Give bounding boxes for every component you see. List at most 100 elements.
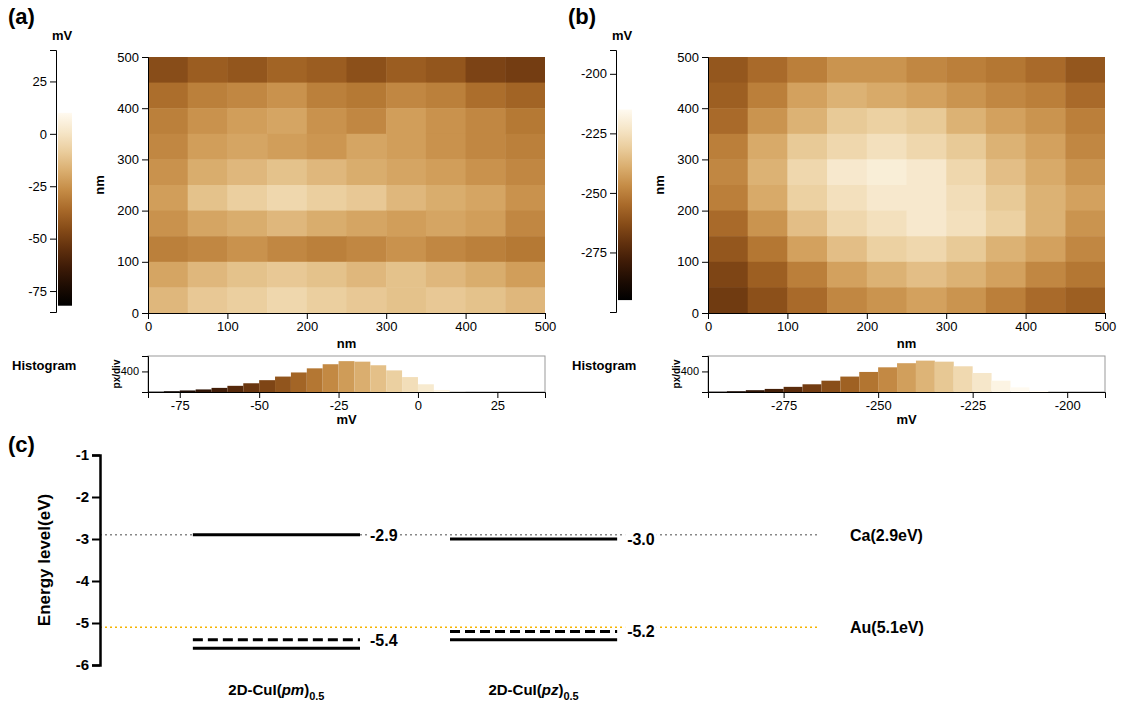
map-cell [787,287,827,313]
histogram-bar [992,381,1011,392]
axis-line [702,58,709,314]
map-cell [466,108,506,134]
map-cell [188,236,228,262]
tick: 0 [692,306,708,321]
y-axis-title: Energy level(eV) [35,494,54,626]
histogram-bar [1067,392,1086,393]
tick-mark [867,313,868,319]
map-cell [986,211,1026,237]
histogram-bar [859,372,878,392]
histogram-bar [897,363,916,392]
tick: 400 [117,101,148,116]
map-cell [1065,57,1105,83]
histogram-bar [497,392,513,393]
histogram-bar [386,370,402,392]
tick-label: 100 [217,319,239,334]
map-cell [708,83,748,109]
map-cell [907,108,947,134]
map-cell [227,287,267,313]
map-cell [986,185,1026,211]
histogram-bar [148,391,164,392]
map-cell [1065,159,1105,185]
map-cell [505,159,545,185]
histogram-bar [227,386,243,392]
x-axis-title: nm [897,336,917,351]
histogram-bar [275,377,291,392]
tick-label: 400 [117,101,139,116]
map-cell [708,287,748,313]
map-cell [426,185,466,211]
tick-label: -225 [581,126,607,141]
map-cell [787,211,827,237]
tick: 0 [145,313,152,334]
tick-mark [92,455,100,457]
map-cell [946,57,986,83]
tick-mark [497,392,498,398]
tick: 0 [705,313,712,334]
tick-mark [787,313,788,319]
category-label: 2D-CuI(pz)0.5 [488,681,578,702]
tick-mark [92,581,100,583]
tick-label: 0 [132,306,139,321]
y-axis-title: nm [652,175,667,195]
map-cell [386,185,426,211]
label-patch [625,531,657,548]
map-cell [907,83,947,109]
map-cell [386,57,426,83]
tick: 500 [1095,313,1117,334]
tick: 25 [491,392,505,413]
map-cell [188,262,228,288]
tick: 200 [117,203,148,218]
tick-mark [142,313,148,314]
map-cell [505,211,545,237]
tick-mark [702,313,708,314]
histogram-bar [1048,391,1067,392]
map-cell [1065,287,1105,313]
map-cell [227,185,267,211]
tick-mark [92,623,100,625]
map-cell [426,236,466,262]
axis-line [709,393,1106,399]
map-cell [748,134,788,160]
tick: 300 [677,152,708,167]
tick-label: -200 [581,66,607,81]
tick: 400 [455,313,477,334]
map-cell [1065,211,1105,237]
map-cell [188,287,228,313]
map-cell [986,57,1026,83]
map-cell [307,57,347,83]
tick-label: 25 [33,74,47,89]
colorbar-label: mV [52,28,73,43]
axis-line [142,58,149,314]
tick-label: 500 [117,50,139,65]
tick: -5 [76,614,100,631]
map-cell [267,262,307,288]
map-cell [986,83,1026,109]
map-cell [907,185,947,211]
data-label: -5.2 [627,623,655,640]
map-cell [827,83,867,109]
tick: -225 [960,392,986,413]
map-cell [907,236,947,262]
map-cell [466,262,506,288]
histogram-bar [746,390,765,392]
map-cell [748,83,788,109]
histogram-x-title: mV [336,412,357,427]
map-cell [1065,185,1105,211]
tick-label: -25 [28,179,47,194]
map-cell [386,159,426,185]
map-cell [986,287,1026,313]
tick-label: -275 [581,245,607,260]
energy-level [450,538,617,541]
tick-label: 0 [40,127,47,142]
map-cell [1026,83,1066,109]
tick-label: 0 [705,319,712,334]
tick-mark [50,134,56,135]
map-cell [188,57,228,83]
reference-line [100,534,820,536]
tick: -75 [171,392,190,413]
tick: -275 [771,392,797,413]
map-cell [466,57,506,83]
tick-label: 100 [117,254,139,269]
histogram-bar [765,389,784,392]
